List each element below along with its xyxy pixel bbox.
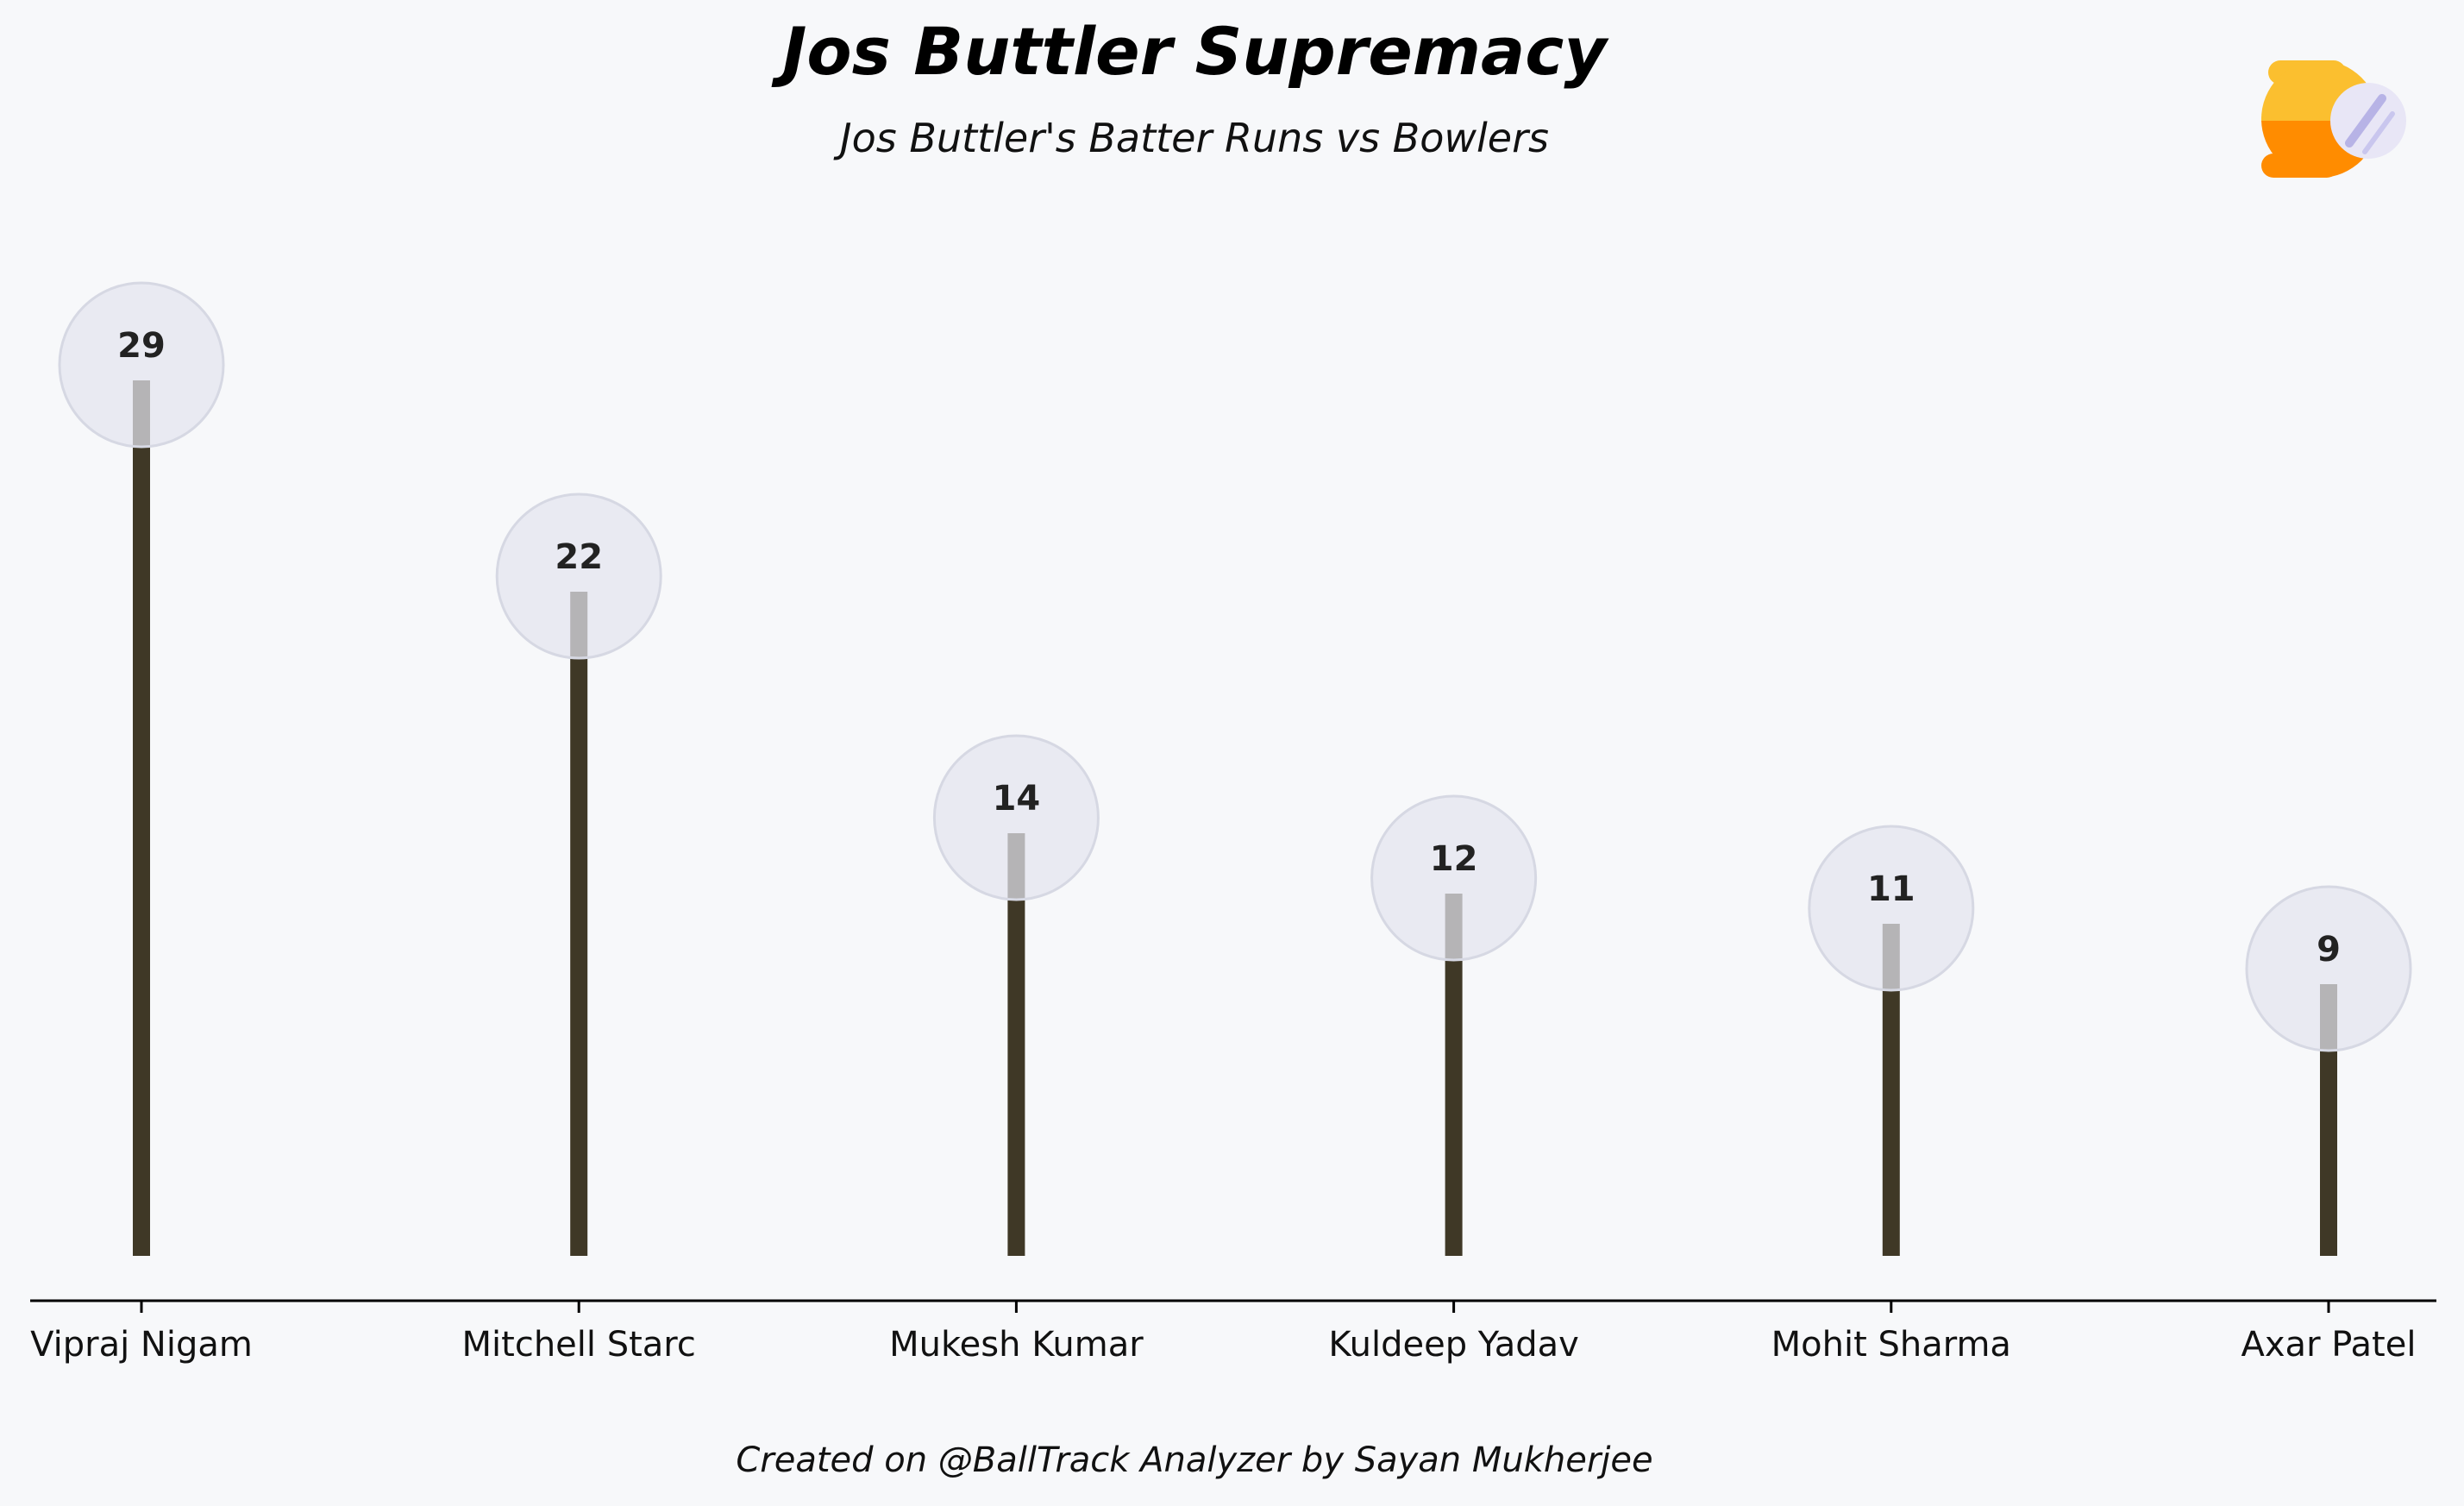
lollipop-stem	[133, 380, 150, 1256]
lollipop-stem	[1882, 924, 1900, 1256]
ball-track-logo-icon	[2261, 60, 2406, 178]
lollipop-stem	[570, 592, 588, 1256]
data-label: 12	[1430, 839, 1478, 879]
lollipop-marker	[58, 281, 225, 449]
data-label: 14	[993, 779, 1041, 819]
lollipop-stem	[1445, 894, 1463, 1256]
plot-area: 29 Vipraj Nigam 22 Mitchell Starc 14 Mukesh K…	[30, 281, 2436, 1365]
data-label: 29	[117, 326, 166, 366]
x-tick-label: Axar Patel	[2241, 1325, 2417, 1365]
chart-footer: Created on @BallTrack Analyzer by Sayan …	[736, 1440, 1652, 1480]
lollipop-marker	[1808, 825, 1975, 992]
lollipop-marker	[1370, 794, 1538, 962]
lollipop-marker	[495, 493, 662, 660]
x-tick-label: Kuldeep Yadav	[1328, 1325, 1578, 1365]
x-tick-label: Mohit Sharma	[1771, 1325, 2011, 1365]
data-label: 22	[555, 537, 603, 577]
data-label: 9	[2317, 930, 2341, 969]
lollipop-marker	[2245, 885, 2412, 1052]
x-tick-label: Mukesh Kumar	[889, 1325, 1144, 1365]
x-tick-label: Vipraj Nigam	[30, 1325, 253, 1365]
chart-title: Jos Buttler Supremacy	[771, 13, 1609, 90]
x-tick-label: Mitchell Starc	[462, 1325, 696, 1365]
chart-subtitle: Jos Buttler's Batter Runs vs Bowlers	[833, 115, 1549, 161]
data-label: 11	[1867, 869, 1915, 909]
lollipop-stem	[2320, 984, 2337, 1256]
lollipop-marker	[932, 734, 1100, 901]
lollipop-stem	[1007, 833, 1025, 1256]
